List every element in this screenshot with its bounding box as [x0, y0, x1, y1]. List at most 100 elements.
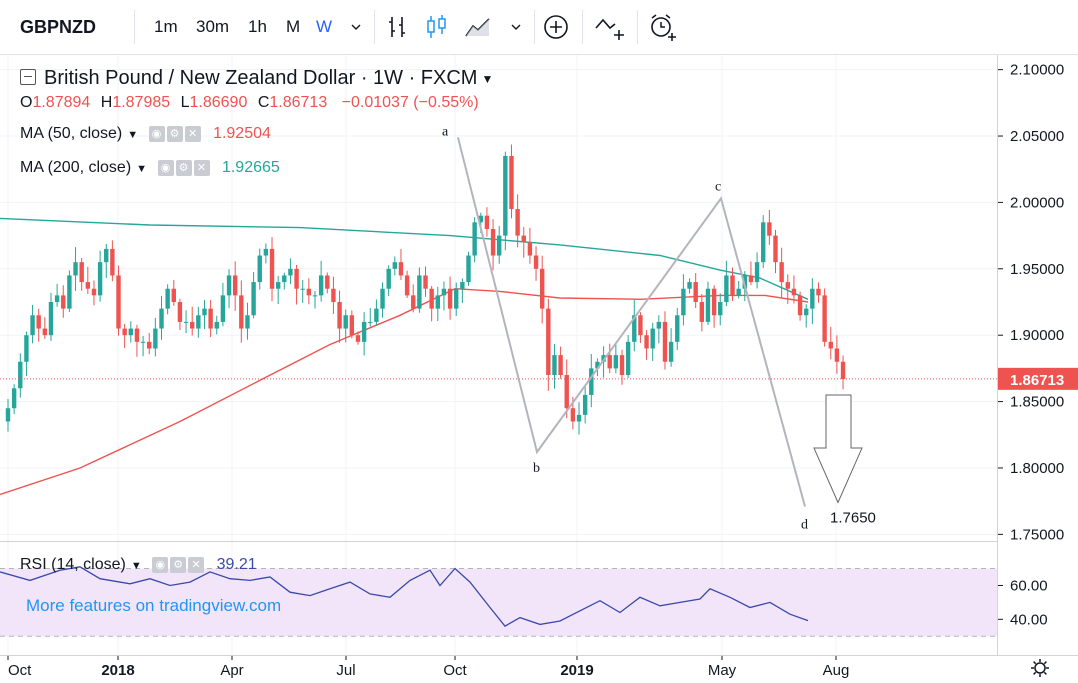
candle-body — [441, 288, 447, 296]
candle-body — [546, 308, 551, 376]
candle-body — [730, 275, 735, 296]
candle-body — [582, 394, 588, 415]
candle-body — [656, 321, 662, 329]
alert-icon[interactable] — [648, 13, 678, 41]
candle-body — [104, 248, 109, 263]
pattern-point-label: d — [801, 517, 808, 532]
candle-body — [67, 275, 72, 309]
candle-body — [91, 288, 97, 296]
eye-icon[interactable]: ◉ — [148, 125, 165, 142]
chevron-down-icon[interactable]: ▼ — [130, 560, 142, 573]
candle-body — [748, 275, 754, 283]
rsi-label: RSI (14, close) — [20, 556, 126, 574]
ma50-legend[interactable]: MA (50, close) ▼ ◉ ⚙ ✕ 1.92504 — [20, 125, 271, 143]
price-chart[interactable]: a b c d 1.7650 — [0, 55, 997, 655]
time-tick-label: 2018 — [101, 662, 134, 679]
candle-body — [515, 209, 520, 236]
close-icon[interactable]: ✕ — [184, 125, 201, 142]
close-icon[interactable]: ✕ — [188, 556, 205, 573]
eye-icon[interactable]: ◉ — [152, 556, 169, 573]
candle-body — [202, 308, 207, 316]
candle-body — [312, 295, 318, 297]
price-tick-label: 2.00000 — [1010, 194, 1064, 211]
candle-body — [791, 288, 797, 296]
rsi-line — [0, 566, 809, 627]
chevron-down-icon[interactable] — [510, 21, 522, 33]
plus-circle-icon[interactable] — [543, 14, 569, 40]
candle-body — [466, 255, 471, 283]
candle-body — [257, 255, 262, 283]
chart-title-row: British Pound / New Zealand Dollar · 1W … — [20, 67, 493, 90]
last-price-label: 1.86713 — [1010, 372, 1064, 389]
abcd-pattern[interactable] — [457, 137, 806, 507]
price-axis[interactable]: 2.10000 2.05000 2.00000 1.95000 1.90000 1.850… — [997, 55, 1078, 655]
interval-30m[interactable]: 30m — [196, 17, 230, 36]
gear-icon[interactable]: ⚙ — [166, 125, 183, 142]
candle-body — [153, 328, 158, 349]
last-price-badge — [998, 367, 1078, 390]
candle-body — [269, 248, 275, 289]
area-style-icon[interactable] — [464, 14, 492, 40]
symbol-search[interactable]: GBPNZD — [20, 17, 96, 37]
candle-body — [472, 222, 477, 256]
tradingview-link[interactable]: More features on tradingview.com — [26, 596, 282, 615]
chevron-down-icon[interactable]: ▼ — [136, 163, 148, 176]
interval-m[interactable]: M — [286, 17, 301, 36]
interval-1m[interactable]: 1m — [154, 17, 178, 36]
collapse-icon[interactable] — [20, 68, 36, 85]
ma50-line — [0, 287, 809, 496]
rsi-legend[interactable]: RSI (14, close) ▼ ◉ ⚙ ✕ 39.21 — [20, 556, 257, 574]
candle-body — [503, 155, 508, 236]
candle-body — [681, 288, 686, 316]
candle-body — [767, 222, 772, 236]
candle-body — [607, 355, 612, 369]
time-tick-label: Aug — [823, 662, 850, 679]
candle-body — [454, 288, 459, 309]
candle-body — [380, 288, 385, 309]
chevron-down-icon[interactable] — [350, 21, 362, 33]
chevron-down-icon[interactable]: ▼ — [481, 71, 494, 86]
candle-body — [239, 295, 244, 329]
candle-body — [638, 315, 643, 336]
candle-body — [122, 328, 127, 336]
settings-gear-icon[interactable] — [1030, 658, 1050, 678]
candle-body — [386, 268, 391, 289]
candle-body — [196, 315, 201, 329]
interval-w[interactable]: W — [316, 17, 333, 36]
candle-style-icon[interactable] — [425, 14, 449, 40]
ma200-legend[interactable]: MA (200, close) ▼ ◉ ⚙ ✕ 1.92665 — [20, 159, 280, 177]
candle-body — [423, 275, 428, 289]
rsi-band — [0, 568, 997, 637]
toolbar-divider — [637, 10, 638, 44]
target-arrow[interactable] — [813, 394, 863, 504]
candle-body — [576, 414, 582, 422]
candle-body — [810, 288, 815, 309]
candle-body — [79, 262, 84, 283]
candle-body — [840, 361, 846, 380]
price-tick-label: 1.80000 — [1010, 460, 1064, 477]
candle-body — [699, 302, 705, 322]
price-tick-label: 2.10000 — [1010, 62, 1064, 79]
gear-icon[interactable]: ⚙ — [170, 556, 187, 573]
chart-area[interactable]: a b c d 1.7650 British Pound / New Zealand D… — [0, 55, 997, 655]
candle-body — [435, 295, 440, 309]
indicator-icon[interactable] — [594, 14, 626, 42]
interval-1h[interactable]: 1h — [248, 17, 267, 36]
bar-style-icon[interactable] — [386, 14, 410, 40]
candle-body — [30, 315, 35, 336]
candle-body — [779, 262, 784, 283]
candle-body — [650, 328, 655, 349]
candle-body — [613, 355, 619, 369]
candle-body — [214, 321, 219, 329]
candle-body — [361, 321, 367, 342]
candle-body — [110, 248, 115, 276]
time-axis[interactable]: Oct 2018 Apr Jul Oct 2019 May Aug — [0, 655, 1078, 681]
candle-body — [318, 275, 324, 296]
eye-icon[interactable]: ◉ — [157, 159, 174, 176]
chevron-down-icon[interactable]: ▼ — [127, 129, 139, 142]
candle-body — [595, 361, 600, 369]
close-icon[interactable]: ✕ — [193, 159, 210, 176]
candle-body — [527, 242, 533, 256]
toolbar-divider — [134, 10, 135, 44]
gear-icon[interactable]: ⚙ — [175, 159, 192, 176]
